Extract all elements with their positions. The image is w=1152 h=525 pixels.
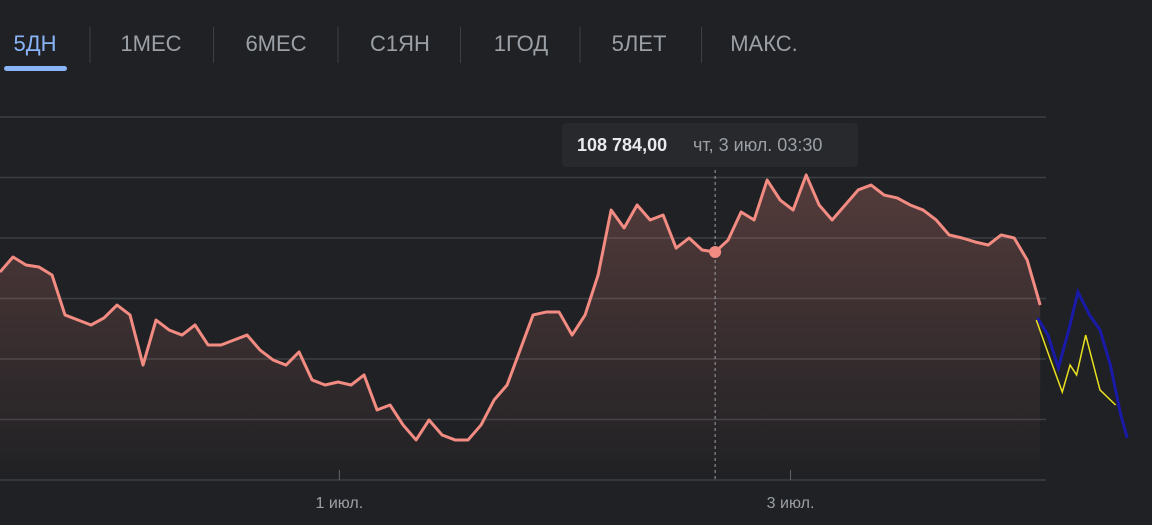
tab[interactable]: 6МЕС [245, 31, 306, 56]
tab[interactable]: 5ЛЕТ [612, 31, 667, 56]
overlay-line [1035, 319, 1117, 406]
hover-point [709, 246, 722, 259]
tab[interactable]: 5ДН [13, 31, 56, 56]
tooltip-value: 108 784,00 [577, 135, 667, 155]
x-tick-label: 1 июл. [315, 495, 363, 512]
tooltip-box [562, 123, 858, 167]
price-line [0, 173, 1042, 442]
overlay-line [1036, 287, 1129, 439]
tab[interactable]: МАКС. [730, 31, 798, 56]
area-fill [0, 174, 1041, 481]
tab[interactable]: 1МЕС [120, 31, 181, 56]
tab[interactable]: С1ЯН [370, 31, 430, 56]
x-tick-label: 3 июл. [767, 495, 815, 512]
active-tab-indicator [4, 66, 67, 71]
tab[interactable]: 1ГОД [494, 31, 549, 56]
tooltip-time: чт, 3 июл. 03:30 [693, 135, 822, 155]
